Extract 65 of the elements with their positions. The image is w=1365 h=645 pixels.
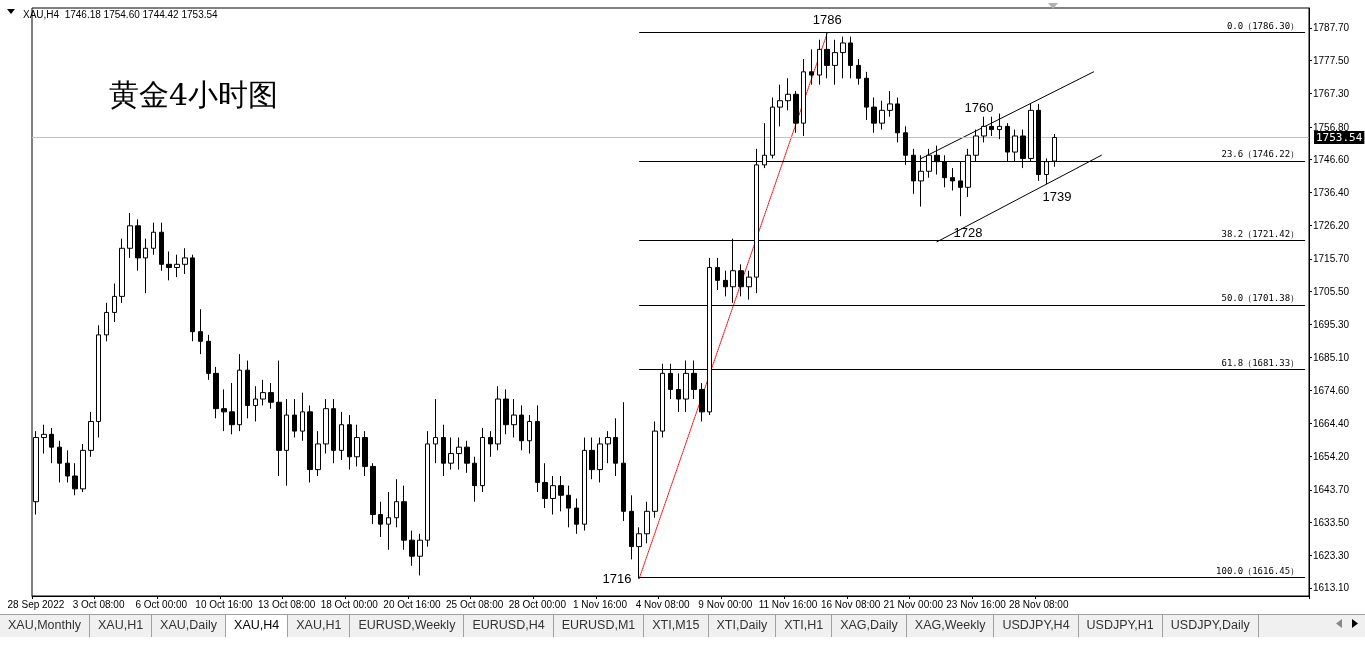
x-tick-label: 13 Oct 08:00	[257, 598, 316, 610]
annotation: 1760	[964, 99, 994, 115]
annotation: 1728	[953, 224, 983, 240]
x-tick-label: 25 Oct 08:00	[446, 598, 504, 610]
x-tick-label: 11 Nov 16:00	[758, 598, 818, 610]
x-tick-label: 16 Nov 08:00	[820, 598, 881, 610]
y-tick-label: 1736.40	[1313, 186, 1350, 198]
text: XAU,H1	[288, 615, 351, 637]
ref-line-label: 50.0（1701.38）	[1221, 293, 1300, 304]
x-tick-label: 28 Nov 08:00	[1008, 598, 1069, 610]
x-tick-label: 4 Nov 08:00	[635, 598, 691, 610]
y-tick-label: 1767.30	[1313, 87, 1350, 99]
y-tick-label: 1643.70	[1313, 484, 1350, 496]
y-tick-label: 1746.60	[1313, 154, 1350, 166]
y-tick-label: 1715.70	[1313, 253, 1350, 265]
y-tick-label: 1633.50	[1313, 517, 1350, 529]
y-tick-label: 1695.30	[1313, 318, 1350, 330]
x-tick-label: 1 Nov 16:00	[573, 598, 628, 610]
y-tick-label: 1623.30	[1313, 549, 1350, 561]
y-tick-label: 1664.40	[1313, 417, 1350, 429]
text: USDJPY,Daily	[1162, 615, 1259, 637]
y-tick-label: 1654.20	[1313, 450, 1350, 462]
ref-line-label: 61.8（1681.33）	[1221, 357, 1300, 368]
x-tick-label: 9 Nov 00:00	[698, 598, 753, 610]
x-tick-label: 21 Nov 00:00	[883, 598, 944, 610]
annotation: 1786	[812, 11, 842, 27]
text: USDJPY,H1	[1078, 615, 1163, 637]
y-tick-label: 1756.80	[1313, 121, 1350, 133]
chart-title: XAU,H4 1746.18 1754.60 1744.42 1753.54	[23, 8, 219, 20]
y-tick-label: 1787.70	[1313, 22, 1350, 34]
text: XAG,Daily	[832, 615, 907, 637]
x-tick-label: 28 Sep 2022	[7, 598, 65, 610]
text: EURUSD,Weekly	[350, 615, 465, 637]
annotation: 1739	[1042, 188, 1072, 204]
text: USDJPY,H4	[994, 615, 1079, 637]
text: XAU,H4	[226, 615, 289, 637]
x-tick-label: 23 Nov 16:00	[946, 598, 1007, 610]
text: EURUSD,M1	[553, 615, 645, 637]
text: XAU,Monthly	[0, 615, 90, 637]
annotation: 1716	[602, 570, 632, 586]
text: EURUSD,H4	[464, 615, 554, 637]
ref-line-label: 0.0（1786.30）	[1226, 20, 1300, 31]
x-tick-label: 6 Oct 00:00	[135, 598, 188, 610]
text: XTI,H1	[776, 615, 833, 637]
text: XAU,Daily	[152, 615, 227, 637]
text: 黄金4小时图	[109, 76, 279, 112]
x-tick-label: 18 Oct 00:00	[320, 598, 379, 610]
x-tick-label: 10 Oct 16:00	[195, 598, 254, 610]
ref-line-label: 1753.54	[1316, 130, 1363, 144]
x-tick-label: 28 Oct 00:00	[508, 598, 567, 610]
text: XAG,Weekly	[906, 615, 995, 637]
text: XTI,Daily	[708, 615, 777, 637]
text: XTI,M15	[644, 615, 709, 637]
ref-line-label: 38.2（1721.42）	[1221, 229, 1300, 240]
x-tick-label: 3 Oct 08:00	[72, 598, 125, 610]
y-tick-label: 1613.10	[1313, 582, 1350, 594]
x-tick-label: 20 Oct 16:00	[383, 598, 442, 610]
y-tick-label: 1685.10	[1313, 351, 1350, 363]
y-tick-label: 1726.20	[1313, 219, 1350, 231]
ref-line-label: 100.0（1616.45）	[1216, 565, 1300, 576]
y-tick-label: 1674.60	[1313, 385, 1350, 397]
y-tick-label: 1705.50	[1313, 286, 1350, 298]
text: XAU,H1	[89, 615, 153, 637]
y-tick-label: 1777.50	[1313, 55, 1350, 67]
ref-line-label: 23.6（1746.22）	[1221, 149, 1300, 160]
